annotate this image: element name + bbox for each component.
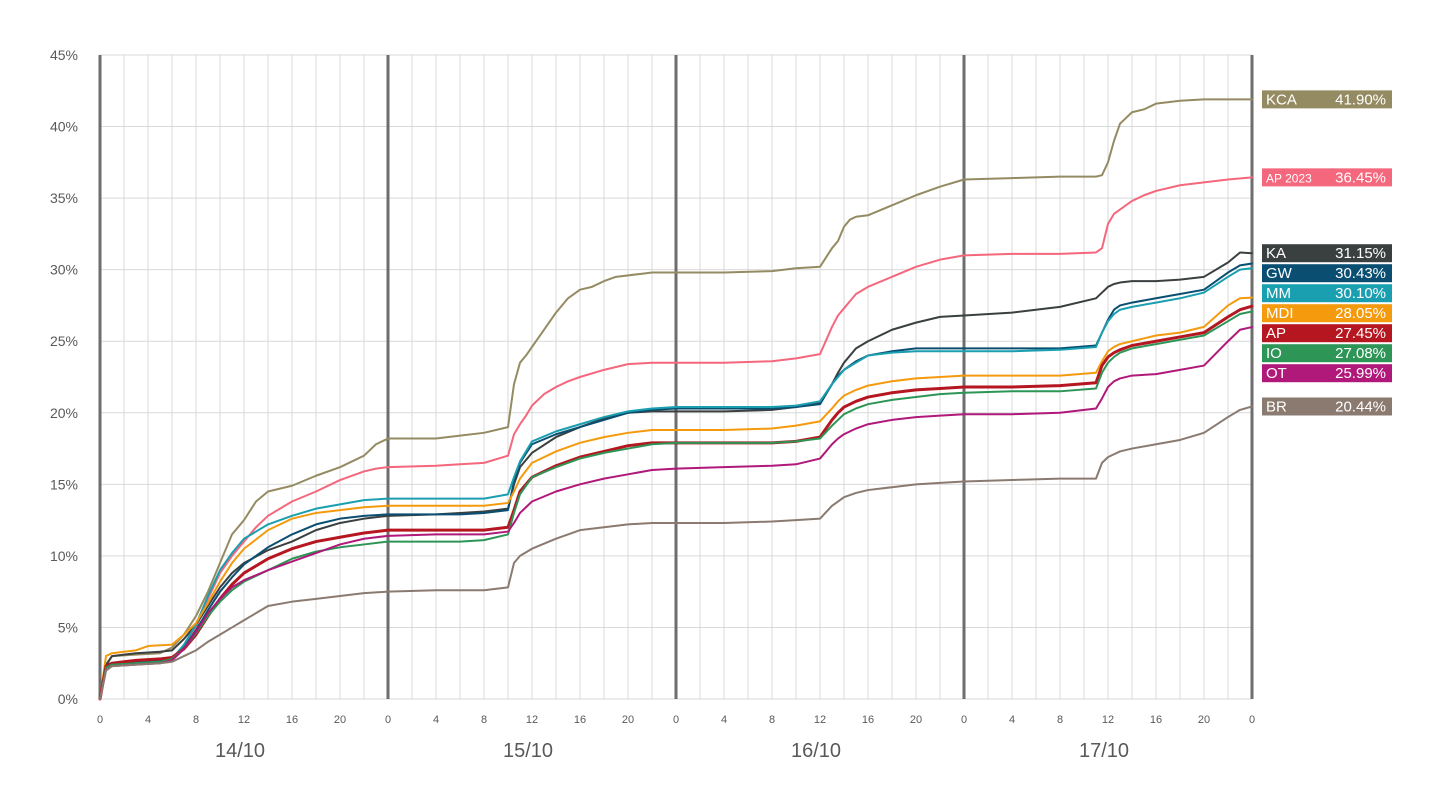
badge-series-name: AP 2023 xyxy=(1266,171,1312,185)
y-tick-label: 5% xyxy=(58,619,78,635)
y-tick-label: 25% xyxy=(50,333,78,349)
badge-final-value: 36.45% xyxy=(1335,169,1386,186)
x-tick-label: 4 xyxy=(433,714,439,726)
series-line-br xyxy=(99,405,1253,700)
badge-final-value: 41.90% xyxy=(1335,91,1386,108)
value-badge-gw xyxy=(1262,264,1392,283)
badge-series-name: OT xyxy=(1266,365,1287,382)
badge-series-name: GW xyxy=(1266,265,1293,282)
y-tick-label: 35% xyxy=(50,190,78,206)
series-line-ot xyxy=(99,326,1253,700)
badge-final-value: 28.05% xyxy=(1335,305,1386,322)
y-tick-label: 0% xyxy=(58,691,78,707)
day-label: 14/10 xyxy=(215,740,265,762)
y-tick-label: 20% xyxy=(50,405,78,421)
value-badge-ka xyxy=(1262,244,1392,263)
x-tick-label: 8 xyxy=(1057,714,1063,726)
x-tick-label: 12 xyxy=(1102,714,1114,726)
badge-final-value: 20.44% xyxy=(1335,398,1386,415)
series-line-io xyxy=(99,310,1253,700)
x-tick-label: 0 xyxy=(673,714,679,726)
value-badge-ot xyxy=(1262,364,1392,383)
series-line-kca xyxy=(99,98,1253,700)
value-badge-mm xyxy=(1262,284,1392,303)
x-tick-label: 0 xyxy=(385,714,391,726)
y-tick-label: 45% xyxy=(50,47,78,63)
badge-final-value: 25.99% xyxy=(1335,365,1386,382)
day-label: 17/10 xyxy=(1079,740,1129,762)
x-tick-label: 16 xyxy=(574,714,586,726)
end-value-badges: KCA 41.90% AP 2023 36.45% KA 31.15% GW 30.43% MM… xyxy=(1262,90,1392,416)
y-tick-label: 15% xyxy=(50,476,78,492)
series-line-ap-2023 xyxy=(99,176,1253,700)
series-lines xyxy=(98,98,1254,701)
badge-series-name: IO xyxy=(1266,345,1282,362)
x-tick-label: 0 xyxy=(97,714,103,726)
badge-series-name: MDI xyxy=(1266,305,1294,322)
series-line-ap xyxy=(98,304,1254,701)
x-tick-label: 16 xyxy=(862,714,874,726)
series-line-mdi xyxy=(99,296,1253,700)
badge-series-name: KA xyxy=(1266,245,1286,262)
series-line-mm xyxy=(99,267,1253,700)
x-tick-label: 4 xyxy=(145,714,151,726)
badge-final-value: 31.15% xyxy=(1335,245,1386,262)
x-tick-label: 8 xyxy=(193,714,199,726)
x-tick-label: 20 xyxy=(622,714,634,726)
value-badge-ap-2023 xyxy=(1262,168,1392,187)
value-badge-mdi xyxy=(1262,304,1392,323)
badge-series-name: KCA xyxy=(1266,91,1297,108)
badge-final-value: 30.43% xyxy=(1335,265,1386,282)
x-tick-label: 16 xyxy=(286,714,298,726)
day-label: 16/10 xyxy=(791,740,841,762)
value-badge-br xyxy=(1262,397,1392,416)
y-tick-label: 10% xyxy=(50,548,78,564)
day-labels: 14/10 15/10 16/10 17/10 xyxy=(215,740,1129,762)
y-tick-label: 30% xyxy=(50,262,78,278)
x-tick-label: 4 xyxy=(1009,714,1015,726)
x-tick-label: 12 xyxy=(526,714,538,726)
x-tick-label: 20 xyxy=(334,714,346,726)
y-tick-label: 40% xyxy=(50,119,78,135)
value-badge-kca xyxy=(1262,90,1392,109)
day-label: 15/10 xyxy=(503,740,553,762)
badge-final-value: 30.10% xyxy=(1335,285,1386,302)
badge-series-name: MM xyxy=(1266,285,1291,302)
x-axis-labels: 0 4 8 12 16 20 0 4 8 12 16 20 0 4 8 12 16 20 0 4 8 12 16 20 0 xyxy=(97,714,1255,726)
x-tick-label: 20 xyxy=(910,714,922,726)
x-tick-label: 16 xyxy=(1150,714,1162,726)
value-badge-io xyxy=(1262,344,1392,363)
x-tick-label: 0 xyxy=(1249,714,1255,726)
badge-series-name: AP xyxy=(1266,325,1286,342)
y-axis-labels: 0% 5% 10% 15% 20% 25% 30% 35% 40% 45% xyxy=(50,47,78,707)
x-tick-label: 0 xyxy=(961,714,967,726)
value-badge-ap xyxy=(1262,324,1392,343)
badge-final-value: 27.08% xyxy=(1335,345,1386,362)
badge-series-name: BR xyxy=(1266,398,1287,415)
x-tick-label: 8 xyxy=(769,714,775,726)
x-tick-label: 4 xyxy=(721,714,727,726)
grid-layer xyxy=(98,54,1254,700)
x-tick-label: 20 xyxy=(1198,714,1210,726)
x-tick-label: 12 xyxy=(814,714,826,726)
x-tick-label: 8 xyxy=(481,714,487,726)
x-tick-label: 12 xyxy=(238,714,250,726)
badge-final-value: 27.45% xyxy=(1335,325,1386,342)
